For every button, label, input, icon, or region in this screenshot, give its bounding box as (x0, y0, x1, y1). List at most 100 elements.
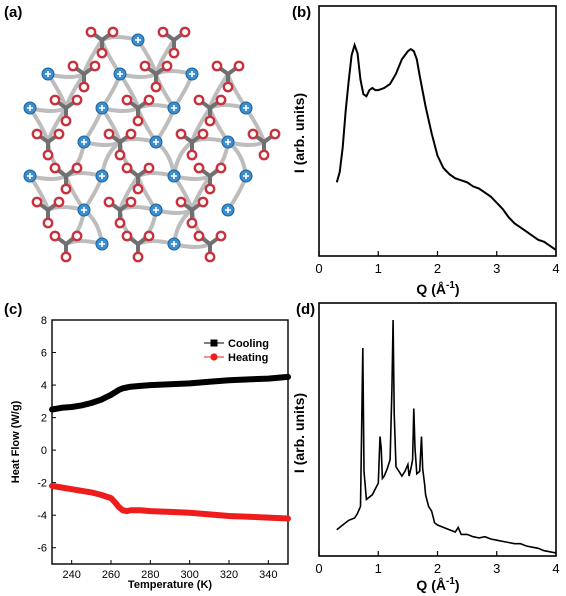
anion-site (193, 162, 205, 174)
anion-site (197, 128, 209, 140)
plus-icon (189, 71, 195, 77)
y-tick-label: 8 (41, 315, 47, 327)
anion-site (71, 230, 83, 242)
panel-c: (c) 240 260 280 300 320 340 -6 -4 -2 0 2 4 6 8 Coolin… (4, 301, 291, 591)
x-tick-label: 320 (220, 569, 238, 581)
plus-icon (99, 241, 105, 247)
plus-icon (153, 207, 159, 213)
anion-site (161, 60, 173, 72)
anion-site (193, 230, 205, 242)
anion-site (107, 26, 119, 38)
anion-site (132, 183, 144, 195)
x-axis-title-c: Temperature (K) (128, 579, 212, 591)
anion-site (269, 128, 281, 140)
plus-icon (99, 173, 105, 179)
plus-icon (99, 105, 105, 111)
x-tick-label: 300 (180, 569, 198, 581)
plus-icon (225, 139, 231, 145)
x-tick-label: 4 (552, 561, 559, 576)
backbone-node (117, 139, 123, 145)
legend-label-cooling: Cooling (228, 338, 269, 350)
plot-frame-c (51, 319, 289, 565)
y-axis-title-c: Heat Flow (W/g) (10, 400, 22, 483)
y-tick-label: -2 (37, 478, 47, 490)
backbone-node (153, 71, 159, 77)
y-tick-label: 4 (41, 380, 47, 392)
y-axis-title-d: I (arb. units) (291, 393, 307, 473)
legend-label-heating: Heating (228, 352, 268, 364)
anion-site (42, 149, 54, 161)
anion-site (233, 60, 245, 72)
backbone-node (189, 139, 195, 145)
x-tick-label: 4 (552, 261, 559, 276)
series-line-heating (49, 482, 291, 522)
plus-icon (243, 105, 249, 111)
anion-site (31, 128, 43, 140)
anion-site (31, 196, 43, 208)
anion-site (114, 217, 126, 229)
x-tick-label: 2 (434, 261, 441, 276)
backbone-node (225, 71, 231, 77)
plus-icon (171, 173, 177, 179)
y-axis-title-b: I (arb. units) (291, 93, 307, 173)
anion-site (71, 94, 83, 106)
anion-site (60, 251, 72, 263)
anion-site (143, 162, 155, 174)
plus-icon (225, 207, 231, 213)
backbone-node (99, 37, 105, 43)
anion-site (49, 94, 61, 106)
anion-site (60, 183, 72, 195)
dsc-series (49, 373, 291, 522)
x-tick-label: 280 (141, 569, 159, 581)
backbone-node (63, 241, 69, 247)
anion-units (31, 26, 281, 263)
anion-site (193, 94, 205, 106)
backbone-node (207, 241, 213, 247)
anion-site (121, 94, 133, 106)
backbone-node (171, 37, 177, 43)
backbone-node (207, 173, 213, 179)
anion-site (175, 196, 187, 208)
anion-site (215, 94, 227, 106)
x-axis-title-d: Q (Å-1) (416, 576, 459, 593)
anion-site (258, 149, 270, 161)
backbone-node (45, 207, 51, 213)
anion-site (215, 162, 227, 174)
backbone-node (207, 105, 213, 111)
anion-site (125, 128, 137, 140)
backbone-node (81, 71, 87, 77)
anion-site (96, 47, 108, 59)
network-schematic: (a) (4, 4, 281, 263)
x-tick-label: 260 (102, 569, 120, 581)
ticks-c: 240 260 280 300 320 340 -6 -4 -2 0 2 4 6 8 (37, 315, 277, 581)
anion-site (204, 115, 216, 127)
anion-site (103, 128, 115, 140)
backbone-node (63, 105, 69, 111)
y-tick-label: -4 (37, 510, 47, 522)
anion-site (132, 251, 144, 263)
anion-site (85, 26, 97, 38)
anion-site (139, 60, 151, 72)
cation-units (23, 33, 253, 251)
anion-site (121, 230, 133, 242)
x-tick-label: 1 (375, 261, 382, 276)
plus-icon (27, 105, 33, 111)
anion-site (197, 196, 209, 208)
plus-icon (153, 139, 159, 145)
backbone-node (117, 207, 123, 213)
anion-site (211, 60, 223, 72)
anion-site (186, 149, 198, 161)
x-tick-label: 3 (493, 561, 500, 576)
y-tick-label: 2 (41, 413, 47, 425)
anion-site (150, 81, 162, 93)
plus-icon (81, 139, 87, 145)
anion-site (60, 115, 72, 127)
panel-label-a: (a) (4, 4, 22, 21)
panel-d: (d) 0 1 2 3 4 I (arb. units) Q (Å-1) (291, 301, 560, 593)
plus-icon (45, 71, 51, 77)
backbone-node (63, 173, 69, 179)
legend-marker-square (210, 339, 218, 347)
x-axis-title-b: Q (Å-1) (416, 280, 459, 297)
x-tick-label: 3 (493, 261, 500, 276)
